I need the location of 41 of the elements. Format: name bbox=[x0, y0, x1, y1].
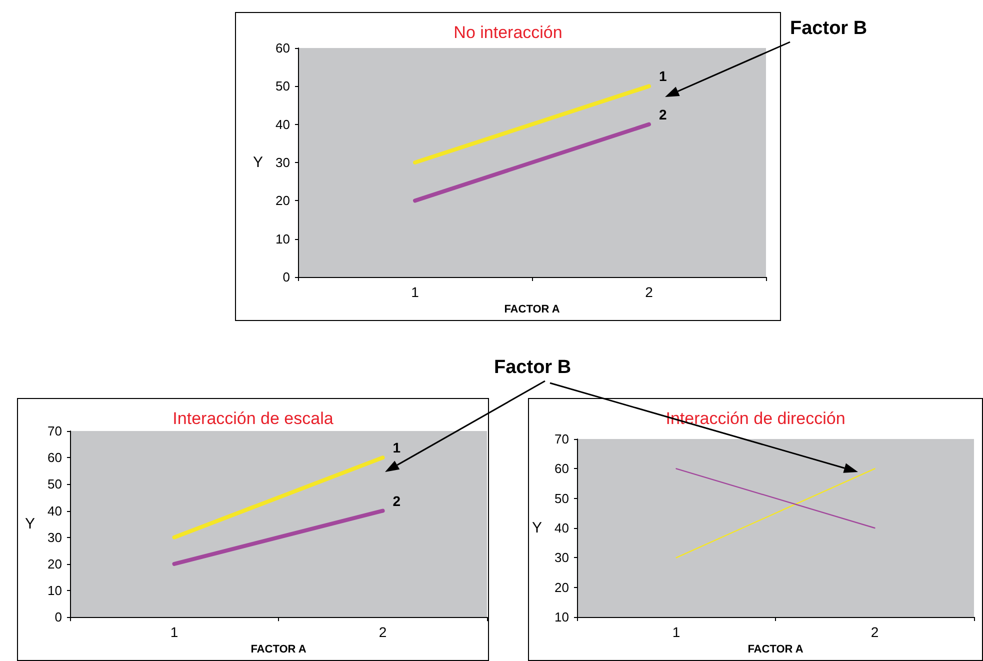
x-axis-title: FACTOR A bbox=[748, 643, 804, 656]
y-tick-label: 60 bbox=[554, 461, 570, 476]
y-tick-label: 50 bbox=[276, 78, 290, 94]
y-tick-label: 30 bbox=[276, 155, 290, 170]
x-tick-label: 1 bbox=[672, 624, 680, 640]
x-tick-label: 1 bbox=[170, 624, 178, 640]
x-axis-title: FACTOR A bbox=[250, 644, 306, 656]
x-axis-title: FACTOR A bbox=[504, 303, 560, 316]
y-tick-label: 40 bbox=[48, 503, 62, 518]
series-label: 2 bbox=[659, 106, 667, 122]
y-axis-title: Y bbox=[24, 516, 35, 533]
y-tick-label: 20 bbox=[276, 193, 290, 208]
x-tick-label: 2 bbox=[378, 624, 387, 640]
y-tick-label: 0 bbox=[282, 270, 290, 284]
y-tick-label: 50 bbox=[554, 490, 570, 506]
y-tick-label: 30 bbox=[554, 550, 570, 566]
chart-title: No interacción bbox=[454, 23, 562, 42]
y-tick-label: 70 bbox=[554, 432, 570, 446]
y-tick-label: 50 bbox=[48, 476, 62, 492]
y-tick-label: 60 bbox=[48, 450, 62, 466]
chart-title: Interacción de escala bbox=[172, 409, 334, 428]
y-axis-title: Y bbox=[252, 154, 263, 171]
y-tick-label: 60 bbox=[276, 40, 290, 56]
y-tick-label: 10 bbox=[554, 610, 570, 624]
text: Factor B bbox=[790, 18, 868, 40]
series-label: 2 bbox=[392, 492, 401, 509]
x-tick-label: 2 bbox=[870, 624, 879, 640]
y-axis-title: Y bbox=[532, 520, 542, 536]
y-tick-label: 40 bbox=[554, 520, 570, 536]
y-tick-label: 40 bbox=[276, 116, 290, 132]
series-label: 1 bbox=[659, 68, 667, 84]
y-tick-label: 20 bbox=[48, 556, 62, 572]
y-tick-label: 70 bbox=[48, 424, 62, 438]
text: Factor B bbox=[494, 357, 572, 379]
y-tick-label: 10 bbox=[48, 583, 62, 598]
y-tick-label: 30 bbox=[48, 530, 62, 545]
chart-title: Interacción de dirección bbox=[666, 409, 846, 428]
y-tick-label: 10 bbox=[276, 231, 290, 246]
y-tick-label: 0 bbox=[54, 610, 62, 625]
y-tick-label: 20 bbox=[554, 580, 570, 595]
series-label: 1 bbox=[392, 440, 401, 456]
